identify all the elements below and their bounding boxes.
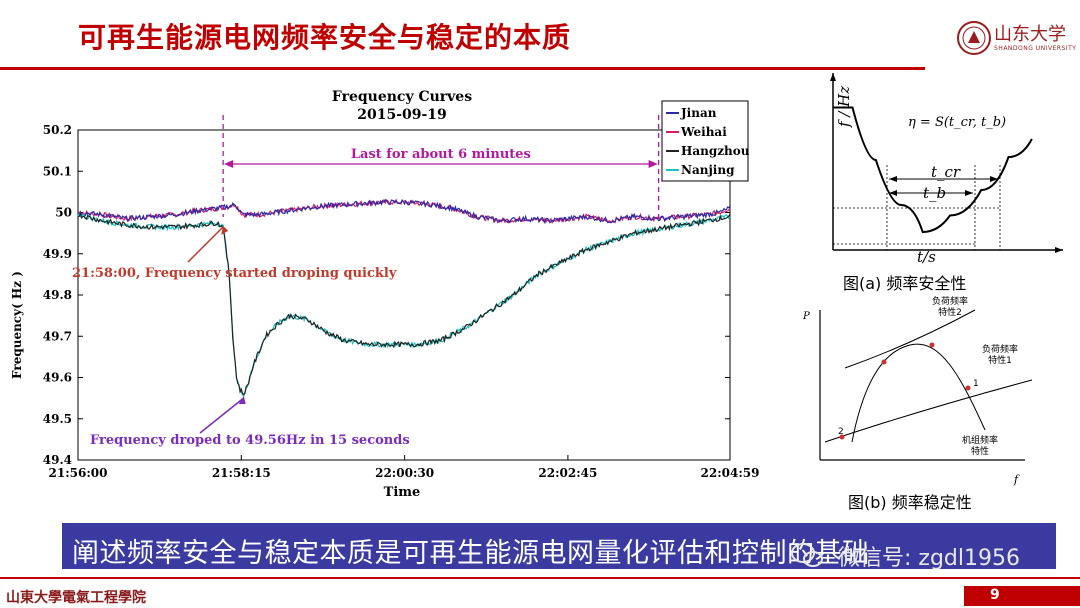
legend-item-jinan: Jinan xyxy=(680,106,717,120)
unit-curve xyxy=(851,343,986,443)
point-label-2: 2 xyxy=(838,427,844,437)
min-frequency-annotation: Frequency droped to 49.56Hz in 15 second… xyxy=(90,433,410,448)
fig-a-xlabel: t/s xyxy=(917,248,936,266)
fig-a-curve xyxy=(833,106,1033,234)
curve-label: 特性2 xyxy=(938,306,962,318)
chart-subtitle: 2015-09-19 xyxy=(357,107,447,123)
fig-a-caption: 图(a) 频率安全性 xyxy=(843,274,966,293)
fig-a-ylabel: f / Hz xyxy=(835,86,853,128)
y-axis-label: Frequency( Hz ) xyxy=(10,271,24,379)
drop-start-arrow-head xyxy=(221,225,229,235)
min-frequency-arrow-head xyxy=(238,396,246,404)
y-tick-label: 49.5 xyxy=(43,412,72,426)
frequency-chart: Frequency Curves 2015-09-19 Time Frequen… xyxy=(10,89,760,500)
conclusion-text: 阐述频率安全与稳定本质是可再生能源电网量化评估和控制的基础 xyxy=(72,538,870,569)
legend-box xyxy=(661,100,749,182)
fig-a-tb-label: t_b xyxy=(923,184,946,202)
footer-rule xyxy=(0,577,1080,579)
watermark-text: 微信号: zgdl1956 xyxy=(838,546,1020,571)
y-tick-label: 50.1 xyxy=(43,164,72,178)
logo-text: 山东大学 xyxy=(994,24,1066,45)
y-tick-label: 49.8 xyxy=(43,288,72,302)
fig-a-x-arrow xyxy=(1055,247,1063,253)
equilibrium-point xyxy=(965,385,971,391)
title-rule xyxy=(0,67,925,70)
curve-label: 负荷频率 xyxy=(932,295,968,307)
curve-label: 负荷频率 xyxy=(982,343,1018,355)
equilibrium-point xyxy=(929,342,935,348)
drop-start-arrow xyxy=(187,226,224,263)
plot-area xyxy=(77,129,731,461)
slide-title: 可再生能源电网频率安全与稳定的本质 xyxy=(78,21,572,54)
y-tick-label: 49.4 xyxy=(43,453,72,467)
series-line-hangzhou xyxy=(77,211,731,396)
x-tick-label: 22:04:59 xyxy=(701,466,760,480)
conclusion-banner xyxy=(62,523,1056,569)
legend-item-nanjing: Nanjing xyxy=(681,163,735,177)
footer-institution: 山東大學電氣工程學院 xyxy=(6,590,146,606)
arrow-head-left xyxy=(224,160,234,168)
y-tick-label: 50 xyxy=(55,206,72,220)
curve-label: 机组频率 xyxy=(962,434,998,446)
wechat-icon xyxy=(791,543,823,567)
fig-b-caption: 图(b) 频率稳定性 xyxy=(848,493,972,512)
x-tick-label: 22:02:45 xyxy=(538,466,597,480)
y-tick-label: 49.6 xyxy=(43,371,72,385)
x-tick-label: 22:00:30 xyxy=(375,466,434,480)
legend-item-hangzhou: Hangzhou xyxy=(681,144,750,158)
y-tick-label: 50.2 xyxy=(43,123,72,137)
curve-label: 特性1 xyxy=(988,354,1012,366)
equilibrium-point xyxy=(881,359,887,365)
duration-annotation: Last for about 6 minutes xyxy=(351,147,531,162)
arrow-head-right xyxy=(648,160,658,168)
chart-title: Frequency Curves xyxy=(332,89,472,105)
load-curve-1 xyxy=(824,379,1033,443)
x-tick-label: 21:58:15 xyxy=(212,466,271,480)
x-tick-label: 21:56:00 xyxy=(49,466,108,480)
drop-start-annotation: 21:58:00, Frequency started droping quic… xyxy=(72,266,397,281)
series-line-jinan xyxy=(77,199,731,225)
page-number-badge xyxy=(964,586,1080,606)
x-axis-label: Time xyxy=(384,485,421,500)
plot-frame xyxy=(77,129,731,461)
fig-a-tcr-label: t_cr xyxy=(931,163,961,181)
curve-label: 特性 xyxy=(971,445,989,457)
y-tick-label: 49.9 xyxy=(43,247,72,261)
min-frequency-arrow xyxy=(199,397,245,434)
university-logo xyxy=(957,21,991,55)
equilibrium-point xyxy=(839,434,845,440)
point-label-1: 1 xyxy=(973,379,979,389)
fig-b-xlabel: f xyxy=(1013,473,1020,486)
fig-b-ylabel: P xyxy=(802,311,810,322)
load-curve-2 xyxy=(844,309,976,369)
y-tick-label: 49.7 xyxy=(43,329,72,343)
series-line-nanjing xyxy=(77,212,731,398)
page-number: 9 xyxy=(990,587,1000,603)
fig-a-y-arrow xyxy=(830,73,836,81)
figure-a: f / Hz η = S(t_cr, t_b) t_cr t_b t/s 图(a… xyxy=(830,73,1063,293)
legend-item-weihai: Weihai xyxy=(680,125,727,139)
logo-subtext: SHANDONG UNIVERSITY xyxy=(994,45,1077,52)
fig-a-formula: η = S(t_cr, t_b) xyxy=(908,115,1006,130)
